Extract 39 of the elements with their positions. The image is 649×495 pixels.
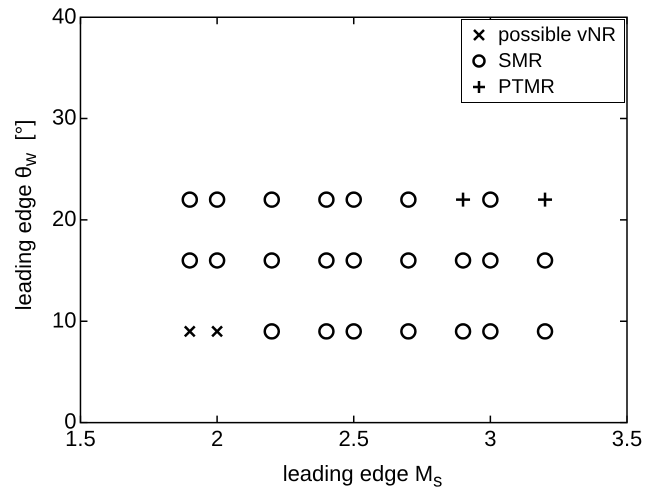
point bbox=[264, 323, 280, 340]
legend-label: possible vNR bbox=[498, 23, 616, 48]
point bbox=[482, 191, 499, 208]
point bbox=[264, 191, 280, 208]
point bbox=[318, 323, 335, 340]
point bbox=[400, 252, 417, 269]
y-tick-label: 30 bbox=[52, 104, 76, 130]
point bbox=[345, 252, 362, 269]
point bbox=[454, 191, 472, 208]
point bbox=[345, 191, 362, 208]
point bbox=[536, 323, 554, 340]
point bbox=[400, 191, 417, 208]
point bbox=[264, 252, 280, 269]
point bbox=[345, 323, 362, 340]
y-tick-label: 40 bbox=[52, 3, 76, 28]
point bbox=[454, 323, 472, 340]
y-tick-label: 20 bbox=[52, 206, 76, 231]
point bbox=[184, 325, 196, 338]
legend-label: SMR bbox=[498, 49, 543, 74]
x-tick-label: 2 bbox=[210, 426, 224, 451]
point bbox=[482, 323, 499, 340]
point bbox=[536, 252, 554, 269]
point bbox=[454, 252, 472, 269]
point bbox=[182, 252, 198, 269]
point bbox=[208, 252, 226, 269]
point bbox=[182, 191, 198, 208]
point bbox=[536, 191, 554, 208]
point bbox=[318, 252, 335, 269]
x-tick-label: 3 bbox=[484, 426, 496, 451]
x-tick-label: 2.5 bbox=[338, 426, 370, 451]
x-axis-title: leading edge M$_{s}$ bbox=[282, 460, 444, 491]
point bbox=[318, 191, 335, 208]
point bbox=[208, 191, 226, 208]
point bbox=[400, 323, 417, 340]
legend-label: PTMR bbox=[498, 75, 555, 100]
y-tick-label: 10 bbox=[52, 307, 76, 332]
point bbox=[210, 325, 224, 338]
point bbox=[482, 252, 499, 269]
x-tick-label: 3.5 bbox=[612, 426, 642, 451]
